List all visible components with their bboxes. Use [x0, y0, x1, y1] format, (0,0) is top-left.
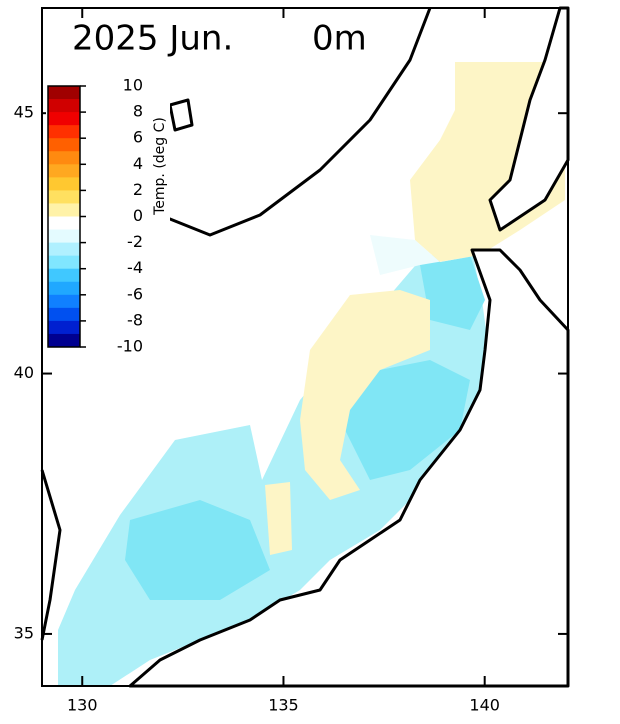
map-title: 2025 Jun.: [72, 19, 233, 59]
colorbar-swatch: [48, 151, 80, 165]
colorbar-tick-label: 8: [133, 102, 143, 121]
colorbar-swatch: [48, 255, 80, 270]
colorbar-swatch: [48, 125, 80, 139]
map-frame: [41, 7, 569, 687]
warm-anomaly-area: [265, 482, 292, 555]
depth-label: 0m: [312, 19, 367, 59]
colorbar-swatch: [48, 333, 80, 348]
colorbar-swatch: [48, 86, 80, 100]
y-tick-label: 45: [14, 103, 34, 122]
coastline: [40, 6, 570, 688]
colorbar-swatch: [48, 190, 80, 204]
colorbar-tick-label: -2: [127, 232, 143, 251]
colorbar-tick-label: 2: [133, 180, 143, 199]
colorbar-swatch: [48, 281, 80, 296]
hokkaido: [488, 6, 570, 232]
colorbar-tick-label: 6: [133, 128, 143, 147]
x-tick-label: 140: [469, 696, 500, 715]
colorbar-swatch: [48, 320, 80, 335]
honshu: [128, 248, 570, 688]
colorbar-swatch: [48, 164, 80, 178]
colorbar-swatch: [48, 229, 80, 244]
korea-coast: [40, 469, 62, 641]
y-tick-label: 35: [14, 623, 34, 642]
colorbar: 10 8 6 4 2 0 -2 -4 -6 -8 -10: [47, 76, 143, 356]
colorbar-tick-label: -4: [127, 258, 143, 277]
colorbar-swatch: [48, 203, 80, 217]
cool-core: [420, 255, 485, 330]
colorbar-swatch: [48, 112, 80, 126]
colorbar-swatch: [48, 242, 80, 257]
cool-core: [125, 500, 270, 600]
colorbar-swatch: [48, 216, 80, 231]
colorbar-tick-label: -8: [127, 310, 143, 329]
y-tick-label: 40: [14, 363, 34, 382]
neutral-area: [370, 235, 480, 275]
colorbar-label: Temp. (deg C): [152, 117, 168, 216]
colorbar-swatch: [48, 99, 80, 113]
colorbar-swatch: [48, 177, 80, 191]
x-tick-label: 135: [268, 696, 299, 715]
colorbar-tick-label: -10: [117, 337, 143, 356]
colorbar-swatch: [48, 294, 80, 309]
colorbar-tick-label: 10: [123, 76, 143, 95]
colorbar-tick-label: -6: [127, 284, 143, 303]
x-tick-label: 130: [67, 696, 98, 715]
island: [168, 98, 194, 132]
colorbar-swatch: [48, 268, 80, 283]
colorbar-tick-label: 0: [133, 206, 143, 225]
colorbar-swatch: [48, 138, 80, 152]
warm-anomaly-area: [300, 290, 430, 500]
colorbar-tick-label: 4: [133, 154, 143, 173]
colorbar-swatch: [48, 307, 80, 322]
